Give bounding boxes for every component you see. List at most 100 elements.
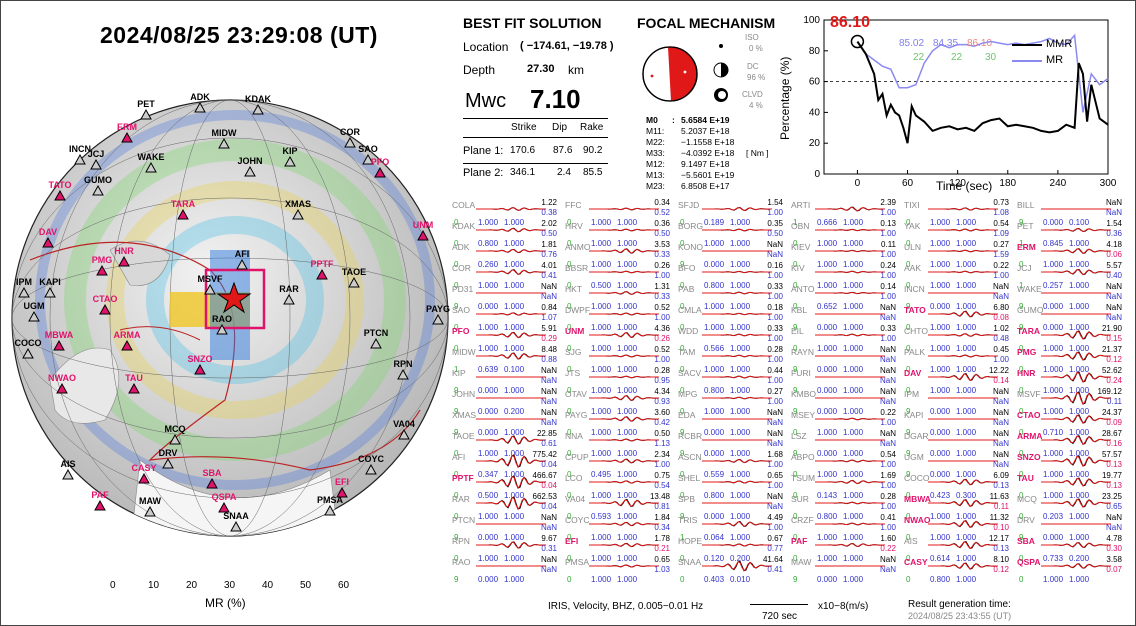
synthetic-trace bbox=[476, 454, 546, 469]
variance-reduction: 0.13 bbox=[993, 481, 1009, 490]
waveform-trace bbox=[928, 333, 998, 337]
weight-value: 1.000 bbox=[617, 260, 638, 269]
weight-value: 1.000 bbox=[843, 512, 864, 521]
station-name: PET bbox=[1017, 221, 1034, 231]
waveform-cell: RCBR NaN NaN 9 0.000 1.000 bbox=[678, 429, 783, 458]
max-amplitude: 0.16 bbox=[767, 261, 783, 270]
waveform-cell: MCQ 23.25 0.65 0 0.203 1.000 bbox=[1017, 492, 1122, 521]
weight-value: 1.000 bbox=[704, 407, 725, 416]
weight-value: 0.800 bbox=[817, 512, 838, 521]
station-label: KAPI bbox=[39, 277, 61, 287]
waveform-trace bbox=[589, 458, 659, 464]
weight-value: 0 bbox=[567, 239, 572, 248]
weight-value: 9 bbox=[1019, 323, 1024, 332]
station-name: CASY bbox=[904, 557, 928, 567]
station-name: TARA bbox=[1017, 326, 1040, 336]
synthetic-trace bbox=[702, 521, 772, 528]
station-name: BORG bbox=[678, 221, 704, 231]
weight-value: 0 bbox=[680, 302, 685, 311]
variance-reduction: 0.77 bbox=[767, 544, 783, 553]
weight-value: 1.000 bbox=[843, 470, 864, 479]
weight-value: 0 bbox=[454, 239, 459, 248]
max-amplitude: 0.33 bbox=[767, 324, 783, 333]
weight-value: 1.000 bbox=[843, 239, 864, 248]
waveform-cell: SNAA 41.64 0.41 0 0.403 0.010 bbox=[678, 555, 783, 584]
max-amplitude: 57.57 bbox=[1101, 450, 1122, 459]
waveform-cell: BORG 0.35 0.50 0 1.000 1.000 bbox=[678, 219, 783, 248]
waveform-cell: COLA 1.22 0.38 0 1.000 1.000 bbox=[452, 198, 557, 227]
weight-value: 0.000 bbox=[930, 302, 951, 311]
weight-value: 1.000 bbox=[704, 365, 725, 374]
station-name: LCO bbox=[565, 473, 583, 483]
station-name: DRV bbox=[1017, 515, 1035, 525]
weight-value: 1.000 bbox=[504, 470, 525, 479]
waveform-trace bbox=[815, 291, 885, 295]
weight-value: 1.000 bbox=[617, 323, 638, 332]
mw-value: 7.10 bbox=[530, 84, 581, 114]
weight-value: 0.000 bbox=[704, 428, 725, 437]
station-name: LSZ bbox=[791, 431, 807, 441]
station-name: ULN bbox=[904, 242, 922, 252]
variance-reduction: 1.00 bbox=[880, 250, 896, 259]
synthetic-trace bbox=[815, 543, 885, 548]
weight-value: 1.000 bbox=[730, 386, 751, 395]
weight-value: 1.000 bbox=[617, 218, 638, 227]
mr-annot: 86.10 bbox=[967, 38, 993, 49]
station-name: UGM bbox=[904, 452, 924, 462]
weight-value: 1.000 bbox=[1043, 344, 1064, 353]
variance-reduction: 1.00 bbox=[880, 208, 896, 217]
waveform-cell: SHEL 0.65 1.00 0 0.800 1.000 bbox=[678, 471, 783, 500]
weight-value: 1.000 bbox=[730, 281, 751, 290]
dc-value: 96 % bbox=[747, 73, 766, 82]
synthetic-trace bbox=[589, 354, 659, 358]
weight-value: 0.710 bbox=[1043, 428, 1064, 437]
waveform-trace bbox=[702, 458, 772, 464]
synthetic-trace bbox=[1041, 455, 1111, 467]
variance-reduction: 0.41 bbox=[541, 271, 557, 280]
weight-value: 1.000 bbox=[730, 533, 751, 542]
max-amplitude: 1.69 bbox=[880, 471, 896, 480]
synthetic-trace bbox=[928, 310, 998, 318]
waveform-trace bbox=[476, 207, 546, 211]
max-amplitude: 3.60 bbox=[654, 408, 670, 417]
weight-value: 0 bbox=[1019, 428, 1024, 437]
synthetic-trace bbox=[928, 249, 998, 253]
station-name: COLA bbox=[452, 200, 476, 210]
waveform-trace bbox=[589, 354, 659, 358]
weight-value: 1.000 bbox=[843, 365, 864, 374]
synthetic-trace bbox=[1041, 498, 1111, 508]
source-box bbox=[204, 268, 266, 330]
station-name: CRZF bbox=[791, 515, 814, 525]
variance-reduction: 1.00 bbox=[767, 460, 783, 469]
epicenter-star-icon bbox=[216, 281, 252, 314]
waveform-cell: ULN 0.27 1.59 0 1.000 1.000 bbox=[904, 240, 1009, 269]
weight-value: 0.000 bbox=[704, 449, 725, 458]
waveform-cell: ASCN 1.68 1.00 0 0.559 1.000 bbox=[678, 450, 783, 479]
max-amplitude: 41.64 bbox=[762, 555, 783, 564]
waveform-cell: PTCN NaN NaN 9 0.000 1.000 bbox=[452, 513, 557, 542]
weight-value: 1.000 bbox=[591, 323, 612, 332]
station-triangle-icon bbox=[284, 155, 296, 167]
synthetic-trace bbox=[815, 249, 885, 253]
y-tick-label: 100 bbox=[803, 15, 820, 26]
variance-reduction: 1.00 bbox=[767, 313, 783, 322]
variance-reduction: NaN bbox=[992, 460, 1009, 469]
weight-value: 1.000 bbox=[1069, 533, 1090, 542]
waveform-cell: COCO 6.09 0.13 0 0.423 0.300 bbox=[904, 471, 1009, 500]
station-label: SNAA bbox=[223, 511, 249, 521]
waveform-trace bbox=[702, 228, 772, 232]
station-label: AIS bbox=[60, 459, 75, 469]
weight-value: 0 bbox=[906, 344, 911, 353]
max-amplitude: 2.39 bbox=[880, 198, 896, 207]
weight-value: 0.495 bbox=[591, 470, 612, 479]
variance-reduction: 0.09 bbox=[1106, 418, 1122, 427]
weight-value: 0 bbox=[567, 449, 572, 458]
weight-value: 0.800 bbox=[930, 575, 951, 584]
waveform-trace bbox=[1041, 351, 1111, 361]
synthetic-trace bbox=[1041, 330, 1111, 340]
station-name: PD31 bbox=[452, 284, 474, 294]
weight-value: 1.000 bbox=[1069, 323, 1090, 332]
station-label: TATO bbox=[49, 180, 72, 190]
station-label: MSVF bbox=[197, 274, 223, 284]
weight-value: 1.000 bbox=[617, 365, 638, 374]
